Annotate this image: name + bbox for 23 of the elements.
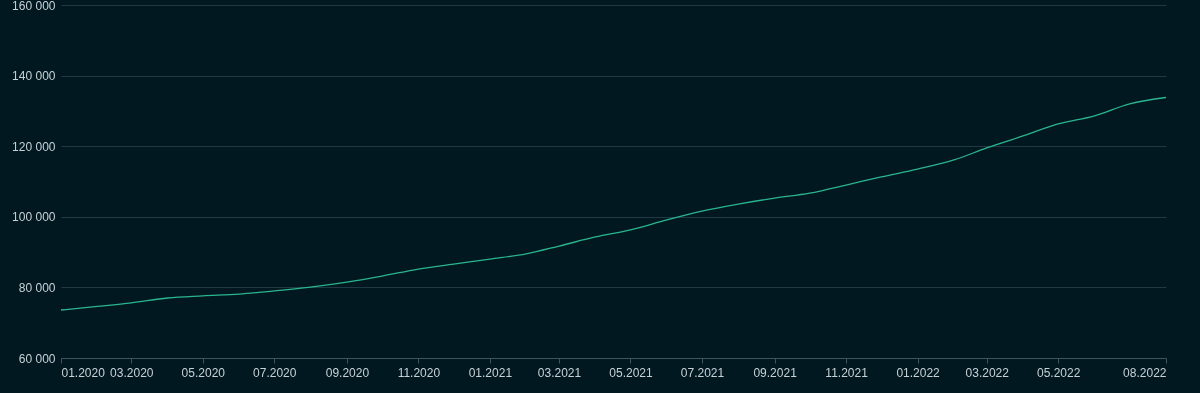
y-tick-label: 60 000	[18, 351, 56, 366]
y-tick-label: 100 000	[12, 210, 56, 225]
x-tick-label: 08.2022	[1123, 365, 1167, 380]
x-tick-label: 03.2020	[110, 365, 154, 380]
x-tick-label: 09.2020	[325, 365, 370, 380]
y-tick-label: 160 000	[12, 0, 56, 13]
x-tick-label: 05.2021	[609, 365, 653, 380]
x-tick-label: 05.2022	[1037, 365, 1081, 380]
line-series	[61, 96, 1166, 311]
x-tick-label: 07.2021	[680, 365, 725, 380]
x-tick-label: 01.2022	[896, 365, 941, 380]
x-tick-label: 07.2020	[253, 365, 297, 380]
x-tick-label: 01.2021	[468, 365, 513, 380]
x-tick-label: 05.2020	[181, 365, 226, 380]
y-tick-label: 140 000	[12, 69, 56, 84]
y-tick-label: 80 000	[18, 280, 56, 295]
x-tick-label: 03.2021	[537, 365, 582, 380]
x-tick-label: 11.2020	[397, 365, 441, 380]
y-tick-label: 120 000	[12, 139, 56, 154]
x-tick-label: 11.2021	[825, 365, 869, 380]
x-tick-label: 09.2021	[753, 365, 798, 380]
x-tick-label: 03.2022	[965, 365, 1010, 380]
x-tick-label: 01.2020	[61, 365, 106, 380]
